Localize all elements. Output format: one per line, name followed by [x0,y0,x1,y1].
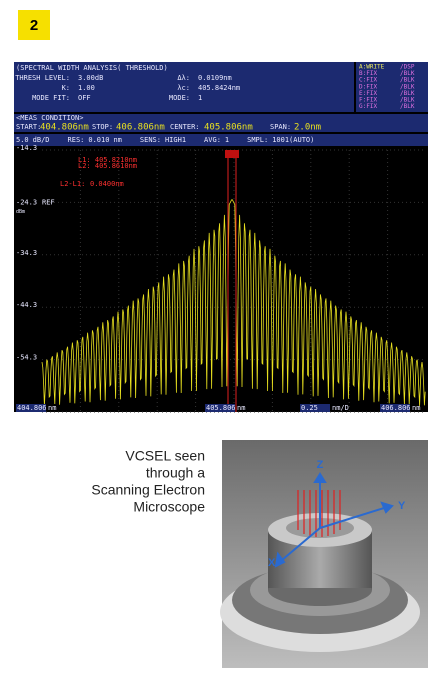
setting-text: 5.0 [16,136,29,144]
x-label-bg [205,404,235,412]
x-label: 0.25 [301,404,318,412]
param-label: MODE: [169,94,190,102]
unit-label: dBm [16,209,25,215]
trace-label: C:FIX [359,77,377,84]
param-label: THRESH LEVEL: [15,74,70,82]
x-unit: nm [237,404,245,412]
param-label: Δλ: [177,74,190,82]
x-label: 405.806 [206,404,236,412]
sem-image: Z Y X [220,440,428,668]
param-label: λc: [177,84,190,92]
condition-value: 404.806nm [40,123,89,133]
condition-label: START: [16,123,41,131]
setting-text: AVG: [204,136,221,144]
x-label: 404.806 [17,404,47,412]
marker-tag [225,150,239,158]
trace-mode: /BLK [400,83,415,90]
setting-text: nm [113,136,121,144]
badge [18,10,50,40]
spectrum-trace [41,199,426,406]
param-label: K: [62,84,70,92]
delta-value: 0.0400nm [90,180,124,188]
param-value: 405.8424nm [198,84,240,92]
setting-text: dB/D [33,136,50,144]
condition-label: STOP: [92,123,113,131]
badge-number: 2 [30,17,38,34]
condition-value: 406.806nm [116,123,165,133]
x-unit: nm [412,404,420,412]
trace-mode: /BLK [400,77,415,84]
param-value: 0.0109nm [198,74,232,82]
ref-label: REF [42,198,55,206]
setting-text: 1001(AUTO) [272,136,314,144]
condition-label: SPAN: [270,123,291,131]
caption-line: Microscope [133,499,205,515]
trace-mode: /BLK [400,90,415,97]
analysis-title: (SPECTRAL WIDTH ANALYSIS( THRESHOLD) [16,64,168,72]
param-value: 3.00dB [78,74,103,82]
y-label: -14.3 [16,144,37,152]
marker-text: L1: 405.8210nm [78,156,137,164]
trace-mode: /BLK [400,103,415,110]
axis-label: X [268,557,276,569]
y-label: -34.3 [16,249,37,257]
trace-mode: /DSP [400,64,415,71]
x-unit: nm [48,404,56,412]
param-value: 1 [198,94,202,102]
trace-mode: /BLK [400,97,415,104]
condition-value: 2.0nm [294,123,321,133]
caption-line: through a [146,465,205,481]
x-label-bg [16,404,46,412]
condition-label: CENTER: [170,123,200,131]
trace-label: D:FIX [359,83,377,90]
setting-text: 0.010 [88,136,109,144]
trace-panel [356,62,428,112]
y-label: -44.3 [16,301,37,309]
marker-text: L2: 405.8610nm [78,162,137,170]
condition-value: 405.806nm [204,123,253,133]
caption-line: VCSEL seen [125,448,205,464]
setting-text: HIGH1 [165,136,186,144]
param-value: OFF [78,94,91,102]
param-label: MODE FIT: [32,94,70,102]
header-panel [14,62,354,112]
trace-label: F:FIX [359,97,377,104]
setting-text: 1 [225,136,229,144]
trace-label: B:FIX [359,70,377,77]
delta-label: L2-L1: [60,180,85,188]
axis-label: Y [398,500,406,512]
trace-mode: /BLK [400,70,415,77]
y-label: -54.3 [16,354,37,362]
x-label: 406.806 [381,404,411,412]
condition-panel [14,114,428,132]
settings-bar [14,134,428,146]
param-value: 1.00 [78,84,95,92]
caption-line: Scanning Electron [91,482,205,498]
trace-label: G:FIX [359,103,377,110]
setting-text: SENS: [140,136,161,144]
trace-label: E:FIX [359,90,377,97]
axis-label: Z [317,459,324,471]
setting-text: RES: [68,136,85,144]
trace-label: A:WRITE [359,64,385,71]
setting-text: SMPL: [247,136,268,144]
x-label-bg [380,404,410,412]
y-label: -24.3 [16,198,37,206]
x-unit: nm/D [332,404,349,412]
x-label-bg [300,404,330,412]
condition-title: <MEAS CONDITION> [16,114,83,122]
